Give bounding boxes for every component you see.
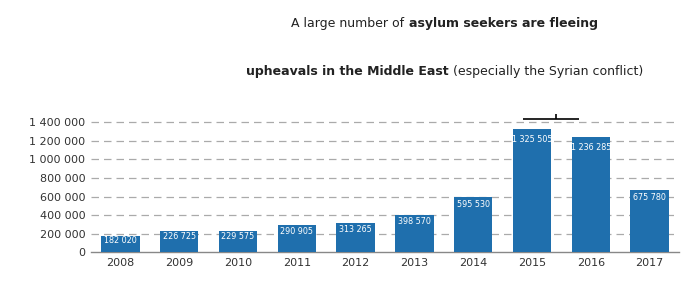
Text: (especially the Syrian conflict): (especially the Syrian conflict)	[449, 65, 643, 78]
Bar	[278, 225, 316, 252]
Text: 313 265: 313 265	[340, 225, 372, 234]
Bar	[631, 189, 668, 252]
Text: asylum seekers are fleeing: asylum seekers are fleeing	[409, 17, 598, 30]
Text: 675 780: 675 780	[634, 193, 666, 202]
Bar	[572, 138, 610, 252]
Text: upheavals in the Middle East: upheavals in the Middle East	[246, 65, 449, 78]
Text: A large number of: A large number of	[291, 17, 409, 30]
Text: 182 020: 182 020	[104, 236, 136, 245]
Bar	[454, 197, 492, 252]
Bar	[219, 231, 257, 252]
Bar	[102, 236, 139, 252]
Text: 595 530: 595 530	[456, 200, 490, 209]
Bar	[513, 129, 551, 252]
Text: 290 905: 290 905	[280, 227, 314, 236]
Bar	[395, 215, 433, 252]
Text: 398 570: 398 570	[398, 217, 430, 226]
Text: 229 575: 229 575	[221, 232, 255, 241]
Text: 226 725: 226 725	[162, 233, 196, 241]
Bar	[337, 223, 374, 252]
Text: 1 236 285: 1 236 285	[570, 143, 611, 152]
Text: 1 325 505: 1 325 505	[512, 135, 552, 144]
Bar	[160, 231, 198, 252]
